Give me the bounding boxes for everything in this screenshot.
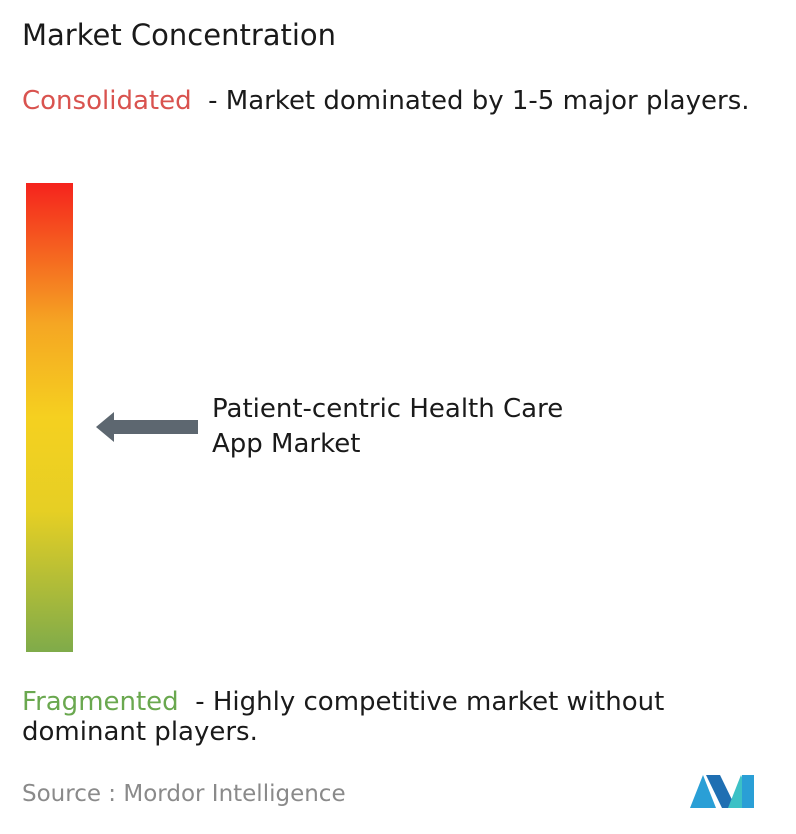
source-label: Source :	[22, 781, 117, 807]
fragmented-description: - Highly competitive market without domi…	[22, 687, 665, 747]
source-name: Mordor Intelligence	[123, 781, 346, 807]
market-name: Patient-centric Health Care App Market	[212, 394, 564, 459]
concentration-bar	[26, 183, 73, 652]
consolidated-description: - Market dominated by 1-5 major players.	[208, 86, 750, 116]
source: Source : Mordor Intelligence	[22, 781, 346, 807]
pointer-arrow	[96, 412, 198, 442]
title: Market Concentration	[22, 18, 337, 52]
fragmented-text: Fragmented - Highly competitive market w…	[22, 687, 792, 747]
consolidated-label: Consolidated	[22, 86, 192, 116]
fragmented-label: Fragmented	[22, 687, 179, 717]
logo	[690, 775, 754, 808]
consolidated-text: Consolidated - Market dominated by 1-5 m…	[22, 86, 792, 116]
